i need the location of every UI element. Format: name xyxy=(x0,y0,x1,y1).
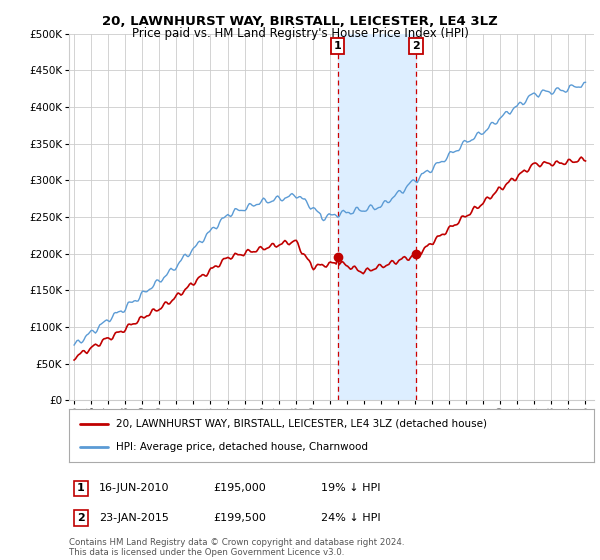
Text: £195,000: £195,000 xyxy=(213,483,266,493)
Text: £199,500: £199,500 xyxy=(213,513,266,523)
Bar xyxy=(338,34,416,400)
Text: Contains HM Land Registry data © Crown copyright and database right 2024.
This d: Contains HM Land Registry data © Crown c… xyxy=(69,538,404,557)
Text: 2: 2 xyxy=(412,41,420,51)
Text: HPI: Average price, detached house, Charnwood: HPI: Average price, detached house, Char… xyxy=(116,442,368,452)
Text: 20, LAWNHURST WAY, BIRSTALL, LEICESTER, LE4 3LZ: 20, LAWNHURST WAY, BIRSTALL, LEICESTER, … xyxy=(102,15,498,27)
Text: 16-JUN-2010: 16-JUN-2010 xyxy=(99,483,170,493)
Text: 20, LAWNHURST WAY, BIRSTALL, LEICESTER, LE4 3LZ (detached house): 20, LAWNHURST WAY, BIRSTALL, LEICESTER, … xyxy=(116,419,487,429)
Text: 19% ↓ HPI: 19% ↓ HPI xyxy=(321,483,380,493)
Text: 2: 2 xyxy=(77,513,85,523)
Text: Price paid vs. HM Land Registry's House Price Index (HPI): Price paid vs. HM Land Registry's House … xyxy=(131,27,469,40)
Text: 1: 1 xyxy=(77,483,85,493)
Text: 23-JAN-2015: 23-JAN-2015 xyxy=(99,513,169,523)
Text: 1: 1 xyxy=(334,41,341,51)
Text: 24% ↓ HPI: 24% ↓ HPI xyxy=(321,513,380,523)
